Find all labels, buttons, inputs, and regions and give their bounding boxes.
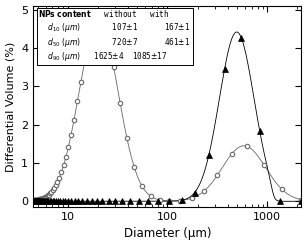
X-axis label: Diameter (μm): Diameter (μm) (123, 228, 211, 240)
Y-axis label: Differential Volume (%): Differential Volume (%) (6, 41, 16, 172)
Text: $\bf{NPs\ content}$   without   with
  $d_{10}\ (\mu m)$       107$\pm$1      16: $\bf{NPs\ content}$ without with $d_{10}… (38, 8, 191, 63)
